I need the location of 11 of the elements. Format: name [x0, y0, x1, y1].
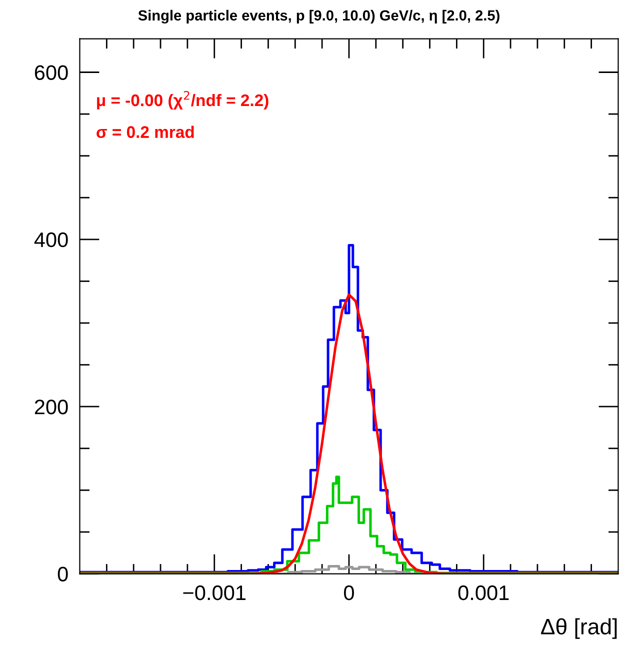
x-axis-title: Δθ [rad] — [541, 618, 617, 639]
annotation: σ = 0.2 mrad — [96, 126, 194, 138]
y-tick-label: 600 — [34, 65, 68, 80]
annotation: μ = -0.00 (χ$^{2}$/ndf = 2.2) — [97, 91, 268, 110]
x-tick-label: 0.001 — [458, 585, 509, 600]
y-tick-label: 0 — [58, 566, 68, 582]
x-tick-label: 0 — [344, 585, 354, 600]
y-tick-label: 400 — [34, 232, 68, 248]
chart-title: Single particle events, p [9.0, 10.0) GeV/c, η [2.0, 2.5) — [138, 10, 500, 24]
x-tick-label: −0.001 — [183, 585, 246, 600]
y-tick-label: 200 — [34, 400, 68, 414]
